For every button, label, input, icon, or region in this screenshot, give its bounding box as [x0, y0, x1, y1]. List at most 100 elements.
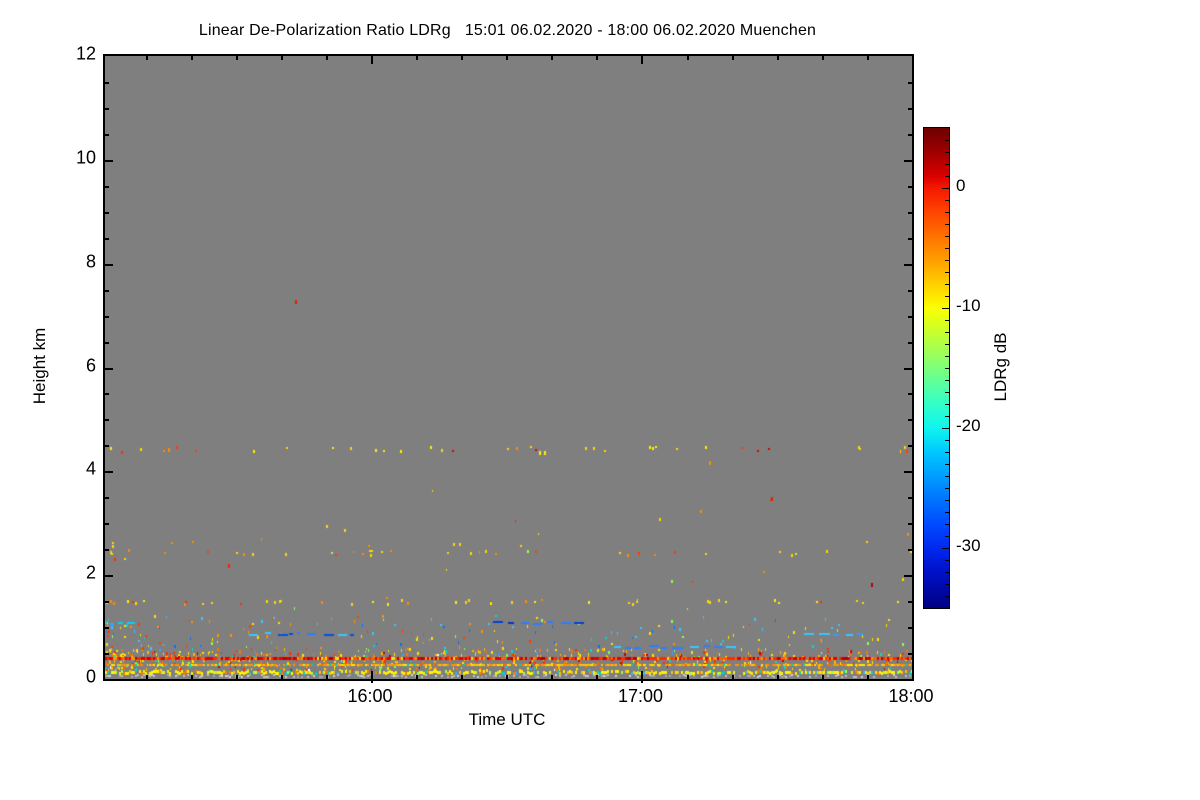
axis-tick [105, 160, 113, 162]
y-tick-label: 2 [85, 562, 96, 583]
axis-tick [105, 212, 109, 214]
colorbar-tick [945, 284, 949, 285]
axis-tick [105, 264, 113, 266]
colorbar-tick [942, 548, 949, 549]
colorbar-tick [942, 308, 949, 309]
colorbar-tick-label: -20 [956, 416, 981, 435]
colorbar-tick [945, 500, 949, 501]
y-tick-label: 8 [85, 251, 96, 272]
colorbar-tick [945, 416, 949, 417]
colorbar-tick [942, 428, 949, 429]
axis-tick [687, 56, 689, 60]
axis-tick [904, 160, 912, 162]
colorbar-tick [945, 320, 949, 321]
axis-tick [105, 368, 113, 370]
axis-tick [867, 675, 869, 679]
colorbar-tick-label: -30 [956, 536, 981, 555]
axis-tick [105, 471, 113, 473]
axis-tick [461, 56, 463, 60]
x-tick-label: 18:00 [888, 686, 934, 706]
axis-tick [105, 523, 109, 525]
axis-tick [908, 549, 912, 551]
page-title: Linear De-Polarization Ratio LDRg 15:01 … [198, 22, 817, 39]
colorbar-tick [945, 260, 949, 261]
axis-tick [908, 523, 912, 525]
colorbar-tick [945, 512, 949, 513]
colorbar-tick [945, 584, 949, 585]
axis-tick [371, 56, 373, 64]
axis-tick [596, 56, 598, 60]
x-tick-label: 16:00 [347, 686, 393, 706]
axis-tick [732, 56, 734, 60]
axis-tick [236, 675, 238, 679]
axis-tick [191, 56, 193, 60]
axis-tick [551, 56, 553, 60]
axis-tick [641, 679, 643, 683]
colorbar-tick [945, 488, 949, 489]
axis-tick [326, 675, 328, 679]
y-tick-label: 12 [75, 43, 96, 64]
axis-tick [105, 601, 109, 603]
axis-tick [105, 575, 113, 577]
axis-tick [105, 342, 109, 344]
colorbar-tick-label: -10 [956, 296, 981, 315]
colorbar-tick [945, 224, 949, 225]
axis-tick [371, 671, 373, 679]
colorbar-tick [945, 596, 949, 597]
axis-tick [777, 675, 779, 679]
colorbar-tick [945, 176, 949, 177]
axis-tick [904, 575, 912, 577]
axis-tick [281, 56, 283, 60]
colorbar-tick [945, 236, 949, 237]
colorbar-tick [945, 392, 949, 393]
axis-tick [908, 419, 912, 421]
axis-tick [105, 186, 109, 188]
axis-tick [687, 675, 689, 679]
axis-tick [908, 393, 912, 395]
colorbar-tick [945, 368, 949, 369]
axis-tick [105, 445, 109, 447]
axis-tick [416, 56, 418, 60]
axis-tick [416, 675, 418, 679]
colorbar-tick [945, 272, 949, 273]
colorbar-tick [945, 572, 949, 573]
axis-tick [908, 342, 912, 344]
axis-tick [105, 653, 109, 655]
axis-tick [105, 290, 109, 292]
axis-tick [908, 497, 912, 499]
axis-tick [822, 56, 824, 60]
heatmap-canvas [105, 56, 912, 679]
colorbar [923, 127, 950, 609]
axis-tick [105, 393, 109, 395]
axis-tick [908, 653, 912, 655]
axis-tick [326, 56, 328, 60]
colorbar-tick [945, 560, 949, 561]
axis-tick [371, 679, 373, 683]
axis-tick [105, 419, 109, 421]
axis-tick [105, 238, 109, 240]
x-axis-title: Time UTC [468, 710, 546, 729]
axis-tick [867, 56, 869, 60]
axis-tick [105, 82, 109, 84]
axis-tick [105, 316, 109, 318]
colorbar-tick [945, 452, 949, 453]
y-tick-label: 6 [85, 354, 96, 375]
y-tick-label: 0 [85, 666, 96, 687]
axis-tick [236, 56, 238, 60]
plot-area [103, 54, 914, 683]
axis-tick [908, 316, 912, 318]
colorbar-tick [945, 164, 949, 165]
x-tick-label: 17:00 [617, 686, 664, 706]
colorbar-tick [945, 536, 949, 537]
axis-tick [146, 56, 148, 60]
axis-tick [908, 627, 912, 629]
axis-tick [105, 134, 109, 136]
axis-tick [908, 186, 912, 188]
axis-tick [461, 675, 463, 679]
axis-tick [904, 264, 912, 266]
axis-tick [105, 497, 109, 499]
axis-tick [105, 627, 109, 629]
y-tick-label: 4 [85, 458, 96, 479]
colorbar-tick [942, 188, 949, 189]
